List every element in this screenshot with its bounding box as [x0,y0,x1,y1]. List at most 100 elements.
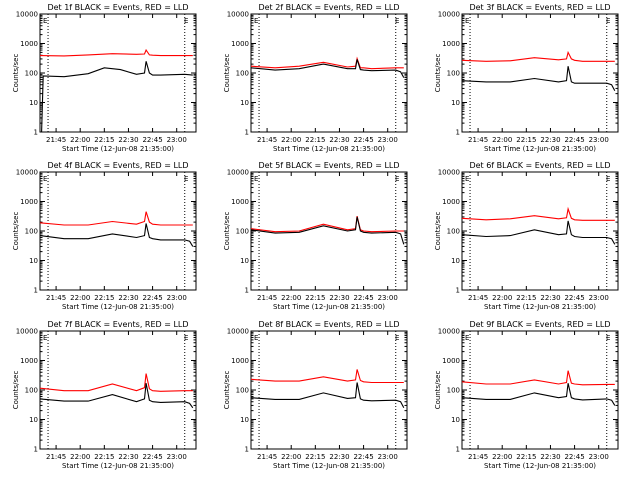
lld-series-line [250,56,404,70]
y-tick-label: 10 [240,416,249,424]
x-tick-label: 22:15 [94,294,114,302]
x-tick-label: 22:00 [492,453,512,461]
y-tick-label: 1 [456,129,460,137]
corner-mark-left: E [43,334,47,342]
chart-title: Det 6f BLACK = Events, RED = LLD [469,161,610,170]
corner-mark-left: E [43,17,47,25]
x-tick-label: 23:00 [167,294,187,302]
y-tick-label: 1000 [231,198,249,206]
lld-series-line [250,369,404,384]
x-tick-label: 22:45 [353,453,373,461]
x-tick-label: 22:00 [492,294,512,302]
x-axis-label: Start Time (12-Jun-08 21:35:00) [273,145,385,153]
y-tick-label: 1000 [442,357,460,365]
y-tick-label: 1 [245,129,249,137]
chart-title: Det 7f BLACK = Events, RED = LLD [47,320,188,329]
chart-title: Det 4f BLACK = Events, RED = LLD [47,161,188,170]
y-axis-label: Counts/sec [223,371,231,410]
y-tick-label: 1 [456,287,460,295]
x-tick-label: 22:45 [353,136,373,144]
x-tick-label: 22:45 [564,294,584,302]
x-tick-label: 22:30 [540,136,560,144]
events-series-line [41,61,193,133]
events-series-line [250,382,405,409]
plot-frame [250,13,408,133]
y-tick-label: 100 [447,228,460,236]
x-tick-label: 21:45 [468,136,488,144]
plot-frame [461,13,619,133]
corner-mark-right: E [606,17,610,25]
y-tick-label: 1 [245,287,249,295]
y-tick-label: 10000 [438,328,460,336]
y-tick-label: 1 [34,287,38,295]
events-series-line [250,59,405,78]
y-tick-label: 10000 [438,11,460,19]
x-tick-label: 22:15 [305,136,325,144]
x-tick-label: 23:00 [589,453,609,461]
lld-series-line [39,373,193,392]
y-tick-label: 1000 [231,40,249,48]
y-tick-label: 10000 [16,11,38,19]
corner-mark-right: E [395,175,399,183]
corner-mark-left: E [254,175,258,183]
y-tick-label: 1000 [231,357,249,365]
events-series-line [250,216,405,245]
x-tick-label: 22:30 [118,453,138,461]
x-axis-label: Start Time (12-Jun-08 21:35:00) [484,462,596,470]
lld-series-line [461,50,615,62]
y-axis-label: Counts/sec [12,212,20,251]
x-tick-label: 22:00 [70,136,90,144]
corner-mark-left: E [254,17,258,25]
x-tick-label: 22:00 [70,453,90,461]
y-tick-label: 100 [447,387,460,395]
plot-frame [461,330,619,450]
y-tick-label: 10 [29,257,38,265]
x-tick-label: 22:30 [329,294,349,302]
y-tick-label: 10 [29,416,38,424]
x-tick-label: 22:15 [305,453,325,461]
y-tick-label: 10000 [227,169,249,177]
x-tick-label: 22:15 [516,453,536,461]
lld-series-line [250,215,404,233]
x-tick-label: 21:45 [257,294,277,302]
x-tick-label: 22:30 [540,294,560,302]
y-tick-label: 1000 [442,40,460,48]
y-axis-label: Counts/sec [223,212,231,251]
corner-mark-right: E [184,17,188,25]
x-tick-label: 21:45 [257,136,277,144]
chart-title: Det 2f BLACK = Events, RED = LLD [258,3,399,12]
x-axis-label: Start Time (12-Jun-08 21:35:00) [62,462,174,470]
corner-mark-right: E [606,334,610,342]
y-tick-label: 1000 [20,198,38,206]
y-tick-label: 10 [451,99,460,107]
x-tick-label: 21:45 [257,453,277,461]
chart-title: Det 9f BLACK = Events, RED = LLD [469,320,610,329]
chart-title: Det 8f BLACK = Events, RED = LLD [258,320,399,329]
x-tick-label: 23:00 [378,453,398,461]
corner-mark-right: E [184,175,188,183]
x-tick-label: 21:45 [46,294,66,302]
y-tick-label: 1 [34,129,38,137]
x-axis-label: Start Time (12-Jun-08 21:35:00) [484,303,596,311]
x-tick-label: 22:45 [142,136,162,144]
y-axis-label: Counts/sec [223,54,231,93]
lld-series-line [461,370,615,386]
x-tick-label: 22:30 [118,136,138,144]
x-tick-label: 21:45 [468,453,488,461]
corner-mark-left: E [254,334,258,342]
x-axis-label: Start Time (12-Jun-08 21:35:00) [62,303,174,311]
x-tick-label: 22:15 [516,294,536,302]
lld-series-line [39,211,193,226]
x-tick-label: 22:15 [94,136,114,144]
y-tick-label: 10 [451,257,460,265]
chart-title: Det 5f BLACK = Events, RED = LLD [258,161,399,170]
x-tick-label: 22:15 [516,136,536,144]
x-tick-label: 23:00 [589,294,609,302]
x-tick-label: 23:00 [378,294,398,302]
y-tick-label: 10000 [16,328,38,336]
y-tick-label: 1000 [20,357,38,365]
y-axis-label: Counts/sec [12,371,20,410]
